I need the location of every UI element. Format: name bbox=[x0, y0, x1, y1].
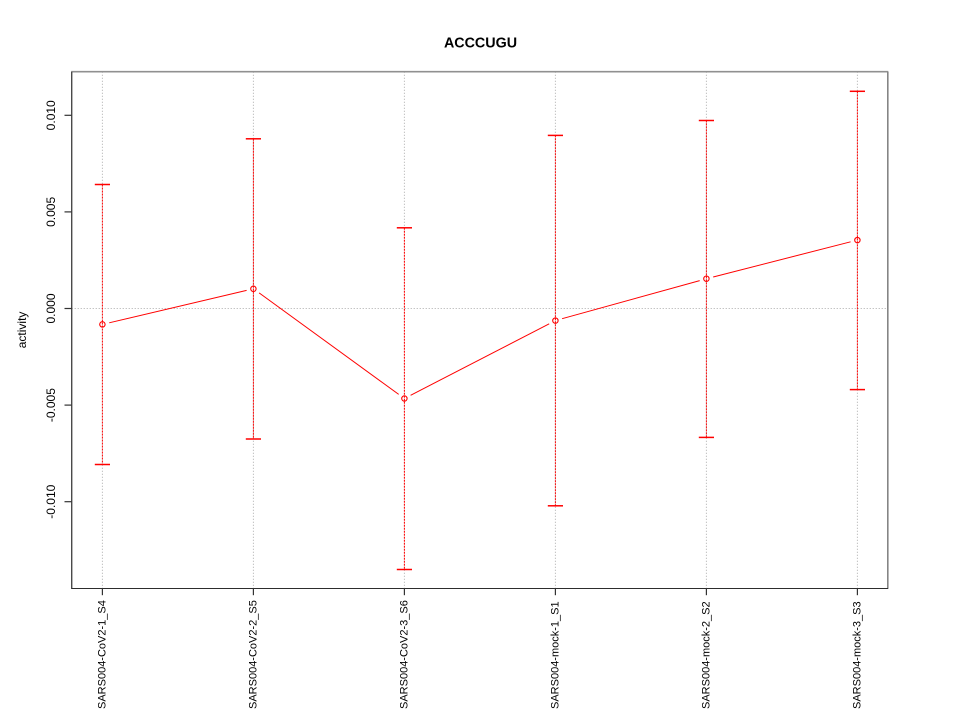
svg-text:-0.010: -0.010 bbox=[44, 484, 58, 518]
svg-text:ACCCUGU: ACCCUGU bbox=[444, 36, 517, 52]
svg-text:0.005: 0.005 bbox=[44, 197, 58, 227]
svg-text:SARS004-CoV2-1_S4: SARS004-CoV2-1_S4 bbox=[97, 600, 109, 709]
svg-text:0.010: 0.010 bbox=[44, 100, 58, 130]
svg-text:activity: activity bbox=[15, 312, 29, 349]
svg-text:SARS004-CoV2-2_S5: SARS004-CoV2-2_S5 bbox=[248, 600, 260, 709]
svg-text:0.000: 0.000 bbox=[44, 293, 58, 323]
svg-text:SARS004-CoV2-3_S6: SARS004-CoV2-3_S6 bbox=[399, 600, 411, 709]
svg-text:-0.005: -0.005 bbox=[44, 388, 58, 422]
svg-text:SARS004-mock-2_S2: SARS004-mock-2_S2 bbox=[701, 601, 713, 709]
svg-text:SARS004-mock-3_S3: SARS004-mock-3_S3 bbox=[852, 601, 864, 709]
svg-text:SARS004-mock-1_S1: SARS004-mock-1_S1 bbox=[550, 601, 562, 709]
